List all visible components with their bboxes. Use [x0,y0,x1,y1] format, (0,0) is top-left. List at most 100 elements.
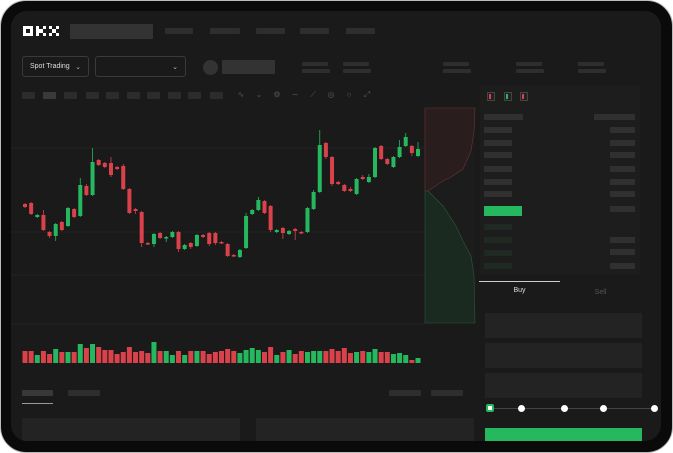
indicator-icon[interactable]: ∿ [237,90,245,99]
candle-body [90,162,95,195]
interval-button[interactable] [127,92,140,99]
interval-button[interactable] [188,92,201,99]
tab-action[interactable] [431,390,463,396]
draw-tool-icon[interactable]: ⟋ [310,90,316,99]
volume-bar [188,351,194,363]
last-price [484,206,522,216]
ask-price [484,191,512,197]
volume-bar [366,352,372,363]
interval-button[interactable] [86,92,99,99]
interval-button[interactable] [147,92,160,99]
fullscreen-icon[interactable]: ⤢ [363,90,371,99]
amount-input[interactable] [485,343,642,368]
candle-body [416,149,420,156]
nav-item[interactable] [165,28,193,34]
candle-body [115,167,120,169]
tab-order-history[interactable] [68,390,100,396]
indicator-icon[interactable]: ⌄ [255,90,263,99]
volume-bar [261,352,267,363]
settings-icon[interactable]: ⚙ [273,90,281,99]
order-book-view-icon[interactable] [520,92,528,101]
pair-dropdown[interactable]: ⌄ [95,56,186,77]
volume-bar [243,350,249,363]
volume-bar [317,351,323,363]
percent-slider-track[interactable] [491,408,656,409]
chevron-down-icon: ⌄ [75,63,81,71]
order-book-header-amount [594,114,635,120]
volume-bar [347,353,353,363]
slider-stop-100[interactable] [651,405,658,412]
stat-label [302,62,328,66]
nav-item[interactable] [300,28,329,34]
ask-amount [610,140,635,146]
line-tool-icon[interactable]: ∼ [291,90,299,99]
volume-bar [360,351,366,363]
volume-bar [163,351,169,363]
candle-body [262,201,267,213]
candle-body [336,182,341,184]
nav-item[interactable] [210,28,240,34]
price-input[interactable] [485,313,642,338]
percent-slider-handle[interactable] [486,404,494,412]
bid-amount [610,237,635,243]
volume-bar [335,351,341,363]
volume-bar [329,349,335,363]
volume-bar [231,351,237,363]
tab-action[interactable] [389,390,421,396]
ask-price [484,166,512,172]
sell-tab[interactable]: Sell [594,289,607,296]
interval-button[interactable] [43,92,56,99]
interval-button[interactable] [106,92,119,99]
ask-amount [610,152,635,158]
volume-bar [114,354,120,363]
volume-bar [298,351,304,363]
interval-button[interactable] [64,92,77,99]
interval-button[interactable] [210,92,223,99]
slider-stop-25[interactable] [518,405,525,412]
nav-item[interactable] [346,28,375,34]
interval-button[interactable] [168,92,181,99]
slider-stop-50[interactable] [561,405,568,412]
stat-label [443,62,469,66]
volume-bar [403,355,409,363]
volume-bar [384,352,390,363]
volume-bar [102,350,108,363]
candle-body [373,148,378,177]
slider-stop-75[interactable] [600,405,607,412]
candle-body [409,146,414,153]
stat-label [516,62,542,66]
trading-screen: Spot Trading ⌄ ⌄ Buy Sell ∿ ⌄ ⚙ ∼ ⟋ ◎ ○ ⤢ [11,11,661,441]
volume-bar [194,351,200,363]
volume-bar [53,349,59,363]
candle-body [385,159,390,164]
volume-bar [40,351,46,363]
measure-icon[interactable]: ◎ [327,90,335,99]
candle-body [244,216,249,248]
spread-value [610,206,635,212]
buy-tab[interactable]: Buy [513,287,526,294]
search-bar[interactable] [70,24,153,39]
bid-price [484,250,512,256]
candle-body [96,160,101,165]
nav-item[interactable] [256,28,285,34]
candle-body [299,232,304,234]
candle-body [287,231,292,234]
candlestick-chart[interactable] [11,11,661,441]
stat-label [578,62,604,66]
candle-body [176,232,181,249]
spot-trading-dropdown[interactable]: Spot Trading ⌄ [22,56,89,77]
volume-bar [157,351,163,363]
interval-button[interactable] [22,92,35,99]
order-book-view-icon[interactable] [504,92,512,101]
total-input[interactable] [485,373,642,398]
circle-icon[interactable]: ○ [346,90,352,99]
volume-bar [292,354,298,363]
candle-body [29,203,34,214]
buy-button[interactable] [485,428,642,441]
order-book-view-icon[interactable] [487,92,495,101]
bid-price [484,237,512,243]
volume-bar [90,344,96,363]
tab-open-orders[interactable] [22,390,53,396]
volume-bar [311,351,317,363]
candle-body [274,230,279,232]
